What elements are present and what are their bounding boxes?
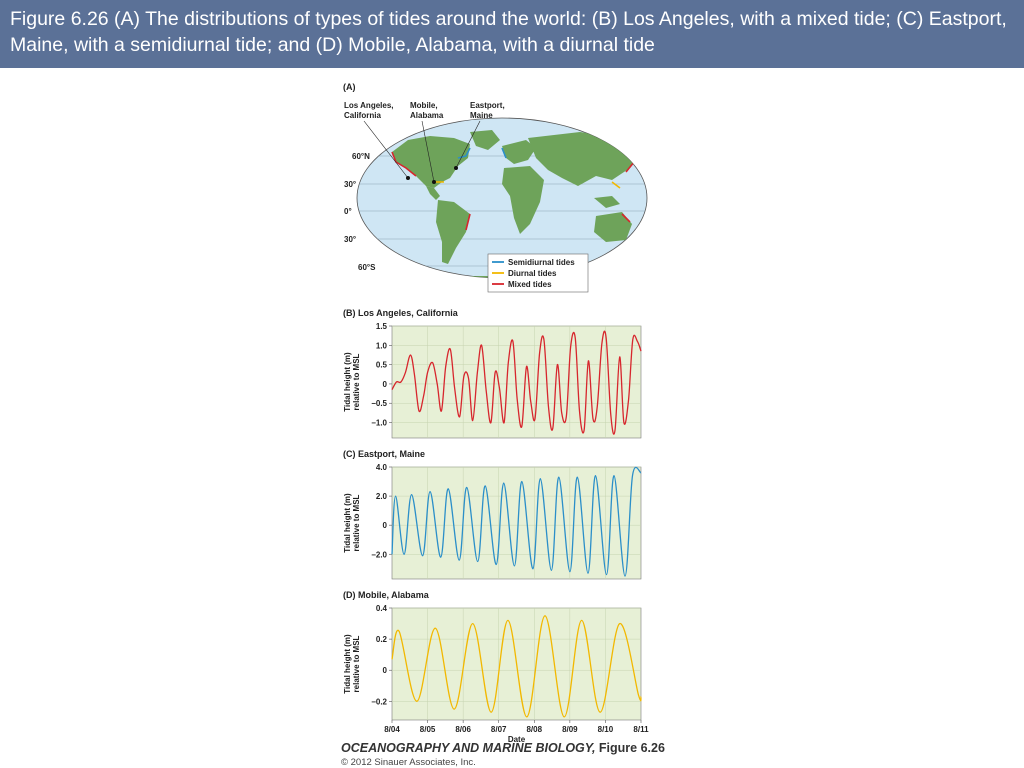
continents: [370, 130, 647, 278]
y-tick-label: 0: [383, 521, 388, 530]
x-tick-label: 8/11: [633, 725, 649, 734]
callout-mobile-line2: Alabama: [410, 111, 444, 120]
plot-area: [391, 466, 642, 580]
x-tick-label: 8/10: [598, 725, 614, 734]
greenland: [470, 130, 500, 150]
x-tick-label: 8/09: [562, 725, 578, 734]
x-axis-label: Date: [508, 735, 526, 744]
x-tick-label: 8/08: [526, 725, 542, 734]
y-tick-label: 0.4: [376, 604, 388, 613]
legend-label-mixed: Mixed tides: [508, 280, 552, 289]
semidiurnal-coast-east-na: [457, 147, 471, 159]
y-tick-label: 0: [383, 380, 388, 389]
lat-label-60s: 60°S: [358, 263, 376, 272]
lat-label-30n: 30°: [344, 180, 356, 189]
tide-map: Los Angeles, California Mobile, Alabama …: [344, 101, 648, 293]
panel-d-title: (D) Mobile, Alabama: [343, 590, 429, 600]
y-axis-label: Tidal height (m): [343, 634, 352, 694]
y-tick-label: 0: [383, 666, 388, 675]
figure-number: Figure 6.26: [595, 741, 665, 755]
australia: [594, 212, 632, 242]
los-angeles-marker: [406, 176, 410, 180]
panel-b-title: (B) Los Angeles, California: [343, 308, 458, 318]
tide-series-line: [391, 466, 642, 577]
y-tick-label: 1.5: [376, 322, 388, 331]
indonesia: [594, 196, 620, 208]
diurnal-coast-asia: [611, 181, 621, 189]
x-tick-label: 8/07: [491, 725, 507, 734]
mixed-coast-west-na: [391, 151, 417, 177]
callout-los-angeles-line1: Los Angeles,: [344, 101, 394, 110]
panel-c-title: (C) Eastport, Maine: [343, 449, 425, 459]
y-axis-label: relative to MSL: [352, 353, 361, 410]
mixed-coast-sa: [465, 213, 471, 231]
y-tick-label: 1.0: [376, 341, 388, 350]
y-tick-label: 0.5: [376, 361, 388, 370]
tide-series-line: [391, 330, 642, 435]
chart-los-angeles: 1.5 1.0 0.5 0 −0.5 −1.0 Tidal height (m) relati…: [343, 322, 642, 439]
eastport-marker: [454, 166, 458, 170]
chart-mobile: 0.4 0.2 0 −0.2 Tidal height (m) relative to M…: [343, 604, 649, 744]
semidiurnal-coast-europe: [501, 147, 507, 159]
x-tick-label: 8/06: [455, 725, 471, 734]
slide-title: Figure 6.26 (A) The distributions of typ…: [0, 0, 1024, 68]
figure-6-26: (A) Los Angeles, California Mobile, Alab…: [330, 78, 660, 768]
y-axis-label: Tidal height (m): [343, 493, 352, 553]
y-tick-label: 0.2: [376, 635, 388, 644]
legend-label-diurnal: Diurnal tides: [508, 269, 557, 278]
callout-mobile-line1: Mobile,: [410, 101, 438, 110]
north-america: [392, 136, 470, 188]
y-tick-label: −0.2: [371, 697, 387, 706]
panel-b-label: (B): [343, 308, 356, 318]
y-tick-label: −2.0: [371, 550, 387, 559]
panel-b-location: Los Angeles, California: [358, 308, 458, 318]
y-tick-label: 2.0: [376, 492, 388, 501]
lat-label-30s: 30°: [344, 235, 356, 244]
lat-label-60n: 60°N: [352, 152, 370, 161]
y-axis-label: Tidal height (m): [343, 352, 352, 412]
panel-c-location: Eastport, Maine: [358, 449, 426, 459]
x-tick-label: 8/05: [420, 725, 436, 734]
callout-eastport-line2: Maine: [470, 111, 493, 120]
x-tick-label: 8/04: [384, 725, 400, 734]
callout-eastport-line1: Eastport,: [470, 101, 505, 110]
y-axis-label: relative to MSL: [352, 494, 361, 551]
copyright: © 2012 Sinauer Associates, Inc.: [341, 757, 476, 768]
central-america: [426, 186, 440, 200]
y-axis-label: relative to MSL: [352, 635, 361, 692]
lat-label-0: 0°: [344, 207, 352, 216]
panel-c-label: (C): [343, 449, 356, 459]
panel-d-label: (D): [343, 590, 356, 600]
legend-label-semidiurnal: Semidiurnal tides: [508, 258, 575, 267]
chart-eastport: 4.0 2.0 0 −2.0 Tidal height (m) relative to M…: [343, 463, 642, 580]
panel-a-label: (A): [343, 82, 356, 92]
tide-series-line: [391, 615, 642, 718]
map-legend: Semidiurnal tides Diurnal tides Mixed ti…: [487, 253, 589, 293]
callout-los-angeles-line2: California: [344, 111, 381, 120]
south-america: [436, 200, 470, 264]
book-title: OCEANOGRAPHY AND MARINE BIOLOGY,: [341, 741, 596, 755]
europe: [502, 140, 536, 164]
mixed-coast-australia: [621, 213, 631, 223]
africa: [502, 166, 544, 234]
y-tick-label: 4.0: [376, 463, 388, 472]
y-tick-label: −1.0: [371, 419, 387, 428]
mobile-marker: [432, 180, 436, 184]
y-tick-label: −0.5: [371, 399, 387, 408]
panel-d-location: Mobile, Alabama: [358, 590, 429, 600]
book-credit: OCEANOGRAPHY AND MARINE BIOLOGY, Figure …: [341, 741, 665, 755]
